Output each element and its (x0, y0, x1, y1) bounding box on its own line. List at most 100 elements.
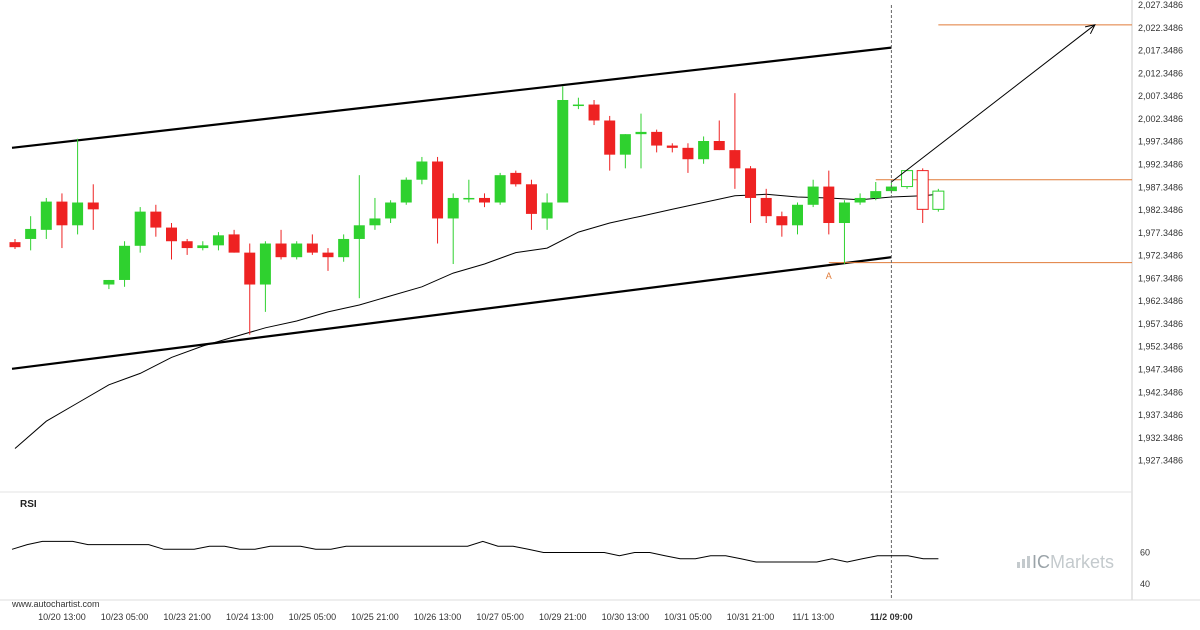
candle (713, 120, 725, 151)
candle-body (353, 225, 365, 239)
panel-separators (0, 0, 1200, 601)
candle (666, 143, 678, 153)
time-tick-label: 10/31 21:00 (727, 612, 775, 622)
candle (682, 143, 694, 173)
candle (72, 138, 84, 235)
candle (745, 166, 757, 224)
moving-average-line (14, 193, 939, 449)
candle (369, 197, 381, 230)
candle-body (369, 218, 381, 226)
forecast-candle (932, 188, 945, 212)
candle-body (823, 186, 835, 224)
projection-arrow: A (826, 24, 1096, 281)
rsi-tick-label: 60 (1140, 548, 1150, 558)
candle-body (557, 99, 569, 203)
moving-average (14, 193, 939, 449)
price-tick-label: 1,987.3486 (1138, 182, 1183, 192)
candle-body (760, 197, 772, 217)
candle-body (322, 252, 334, 258)
candle (525, 179, 537, 230)
channel-lines (11, 46, 892, 370)
candle (119, 241, 131, 287)
candle-body (385, 202, 397, 219)
rsi-line (11, 540, 939, 563)
forecast-candle-body (916, 170, 929, 210)
candle (838, 200, 850, 265)
candle (385, 200, 397, 224)
candle-body (212, 235, 224, 246)
candle-body (463, 197, 475, 200)
candle-body (572, 104, 584, 107)
candle (588, 99, 600, 126)
candlesticks (9, 86, 897, 335)
logo-text: ICMarkets (1032, 552, 1114, 572)
candle (87, 184, 99, 230)
candle-body (682, 147, 694, 160)
time-tick-label: 10/30 13:00 (602, 612, 650, 622)
candle (166, 223, 177, 260)
forecast-candle-body (932, 190, 945, 210)
forecast-candle (901, 170, 914, 189)
candle-body (745, 168, 757, 198)
candle (244, 243, 256, 335)
logo-part-markets: Markets (1050, 552, 1114, 572)
candle-body (103, 279, 115, 285)
candle (557, 86, 569, 203)
forecast-candle (916, 168, 929, 224)
candle (9, 238, 21, 249)
candle (807, 179, 819, 208)
candle (870, 182, 882, 201)
candle (651, 129, 663, 153)
candle-body (713, 140, 725, 151)
candle-body (275, 243, 287, 258)
time-tick-label: 10/20 13:00 (38, 612, 86, 622)
price-tick-label: 1,947.3486 (1138, 365, 1183, 375)
candle-body (87, 202, 99, 210)
price-tick-label: 1,982.3486 (1138, 205, 1183, 215)
price-tick-label: 1,977.3486 (1138, 228, 1183, 238)
candle-body (432, 161, 444, 219)
candle-body (400, 179, 412, 203)
price-tick-label: 1,927.3486 (1138, 456, 1183, 466)
candle (479, 193, 490, 208)
candle-body (854, 197, 866, 203)
forecast-candle-body (901, 170, 914, 188)
logo-part-ic: IC (1032, 552, 1050, 572)
price-tick-label: 2,027.3486 (1138, 0, 1183, 10)
candle (510, 170, 522, 187)
arrow-head (1084, 24, 1096, 35)
candle-body (698, 140, 710, 160)
candle-body (666, 145, 678, 148)
candle (150, 204, 162, 237)
forecast-candles (901, 168, 945, 224)
candle-body (150, 211, 162, 228)
candle (541, 193, 553, 230)
icmarkets-logo: ICMarkets (1017, 552, 1114, 572)
candle-body (885, 186, 897, 192)
candle-body (306, 243, 318, 253)
time-tick-label: 11/1 13:00 (792, 612, 834, 622)
candle-body (494, 175, 506, 203)
candle-body (807, 186, 819, 205)
candle (40, 197, 52, 239)
price-tick-label: 1,992.3486 (1138, 159, 1183, 169)
candle-body (119, 245, 131, 280)
candle-body (792, 204, 803, 226)
candle-body (541, 202, 553, 219)
candle-body (134, 211, 146, 246)
candle-body (870, 191, 882, 198)
price-tick-label: 2,017.3486 (1138, 46, 1183, 56)
candle-body (525, 184, 537, 214)
price-tick-label: 1,997.3486 (1138, 137, 1183, 147)
candle (134, 207, 146, 253)
time-tick-label: 10/27 05:00 (476, 612, 524, 622)
price-tick-label: 1,937.3486 (1138, 410, 1183, 420)
price-tick-label: 1,952.3486 (1138, 342, 1183, 352)
time-tick-label: 10/25 05:00 (289, 612, 337, 622)
channel-lower-line (11, 256, 892, 370)
candle-body (510, 172, 522, 185)
time-tick-label: 11/2 09:00 (870, 612, 913, 622)
candle-body (9, 242, 21, 248)
candle (56, 193, 68, 249)
candle (619, 134, 631, 169)
